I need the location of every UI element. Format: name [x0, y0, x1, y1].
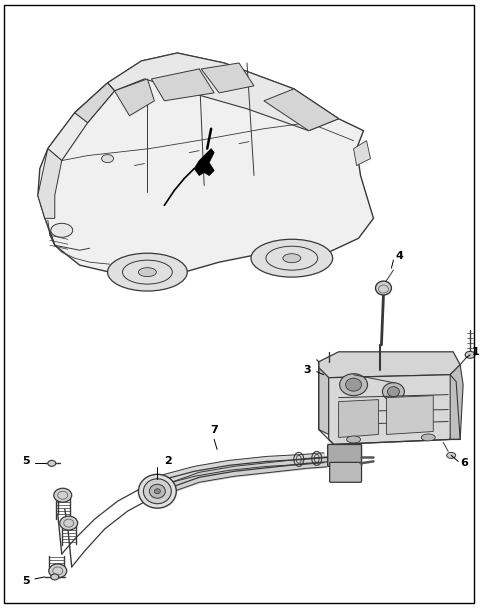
Polygon shape	[450, 365, 463, 440]
Ellipse shape	[138, 474, 176, 508]
Ellipse shape	[48, 460, 56, 466]
Ellipse shape	[251, 240, 333, 277]
Polygon shape	[151, 69, 214, 101]
Ellipse shape	[283, 254, 301, 263]
Ellipse shape	[155, 489, 160, 494]
Ellipse shape	[375, 281, 391, 295]
Text: 1: 1	[472, 347, 480, 357]
Polygon shape	[48, 83, 115, 161]
FancyBboxPatch shape	[328, 444, 361, 466]
Polygon shape	[38, 148, 62, 218]
Polygon shape	[194, 148, 214, 176]
Text: 2: 2	[164, 457, 172, 466]
Ellipse shape	[144, 478, 171, 503]
Polygon shape	[115, 79, 155, 116]
Ellipse shape	[387, 387, 399, 396]
Ellipse shape	[383, 382, 404, 401]
Polygon shape	[338, 399, 378, 438]
Ellipse shape	[347, 436, 360, 443]
Polygon shape	[319, 368, 329, 435]
Polygon shape	[329, 375, 456, 444]
Polygon shape	[354, 140, 371, 165]
Text: 6: 6	[460, 458, 468, 468]
Ellipse shape	[138, 268, 156, 277]
Ellipse shape	[340, 374, 368, 396]
Ellipse shape	[346, 378, 361, 391]
Text: 7: 7	[210, 426, 218, 435]
Polygon shape	[38, 53, 373, 278]
Text: 3: 3	[303, 365, 311, 375]
Ellipse shape	[102, 154, 114, 162]
Polygon shape	[75, 83, 115, 123]
Text: 5: 5	[22, 576, 30, 586]
Ellipse shape	[51, 223, 72, 237]
Polygon shape	[264, 89, 338, 131]
Ellipse shape	[51, 574, 59, 580]
Ellipse shape	[149, 485, 165, 498]
Ellipse shape	[60, 516, 78, 530]
Ellipse shape	[421, 434, 435, 441]
FancyBboxPatch shape	[330, 462, 361, 482]
Text: 4: 4	[396, 251, 403, 261]
Ellipse shape	[108, 253, 187, 291]
Polygon shape	[386, 396, 433, 435]
Text: 5: 5	[22, 457, 30, 466]
Ellipse shape	[465, 351, 475, 358]
Ellipse shape	[54, 488, 72, 502]
Ellipse shape	[447, 452, 456, 458]
Ellipse shape	[49, 564, 67, 578]
Polygon shape	[319, 352, 460, 378]
Polygon shape	[108, 53, 338, 131]
Polygon shape	[201, 63, 254, 93]
